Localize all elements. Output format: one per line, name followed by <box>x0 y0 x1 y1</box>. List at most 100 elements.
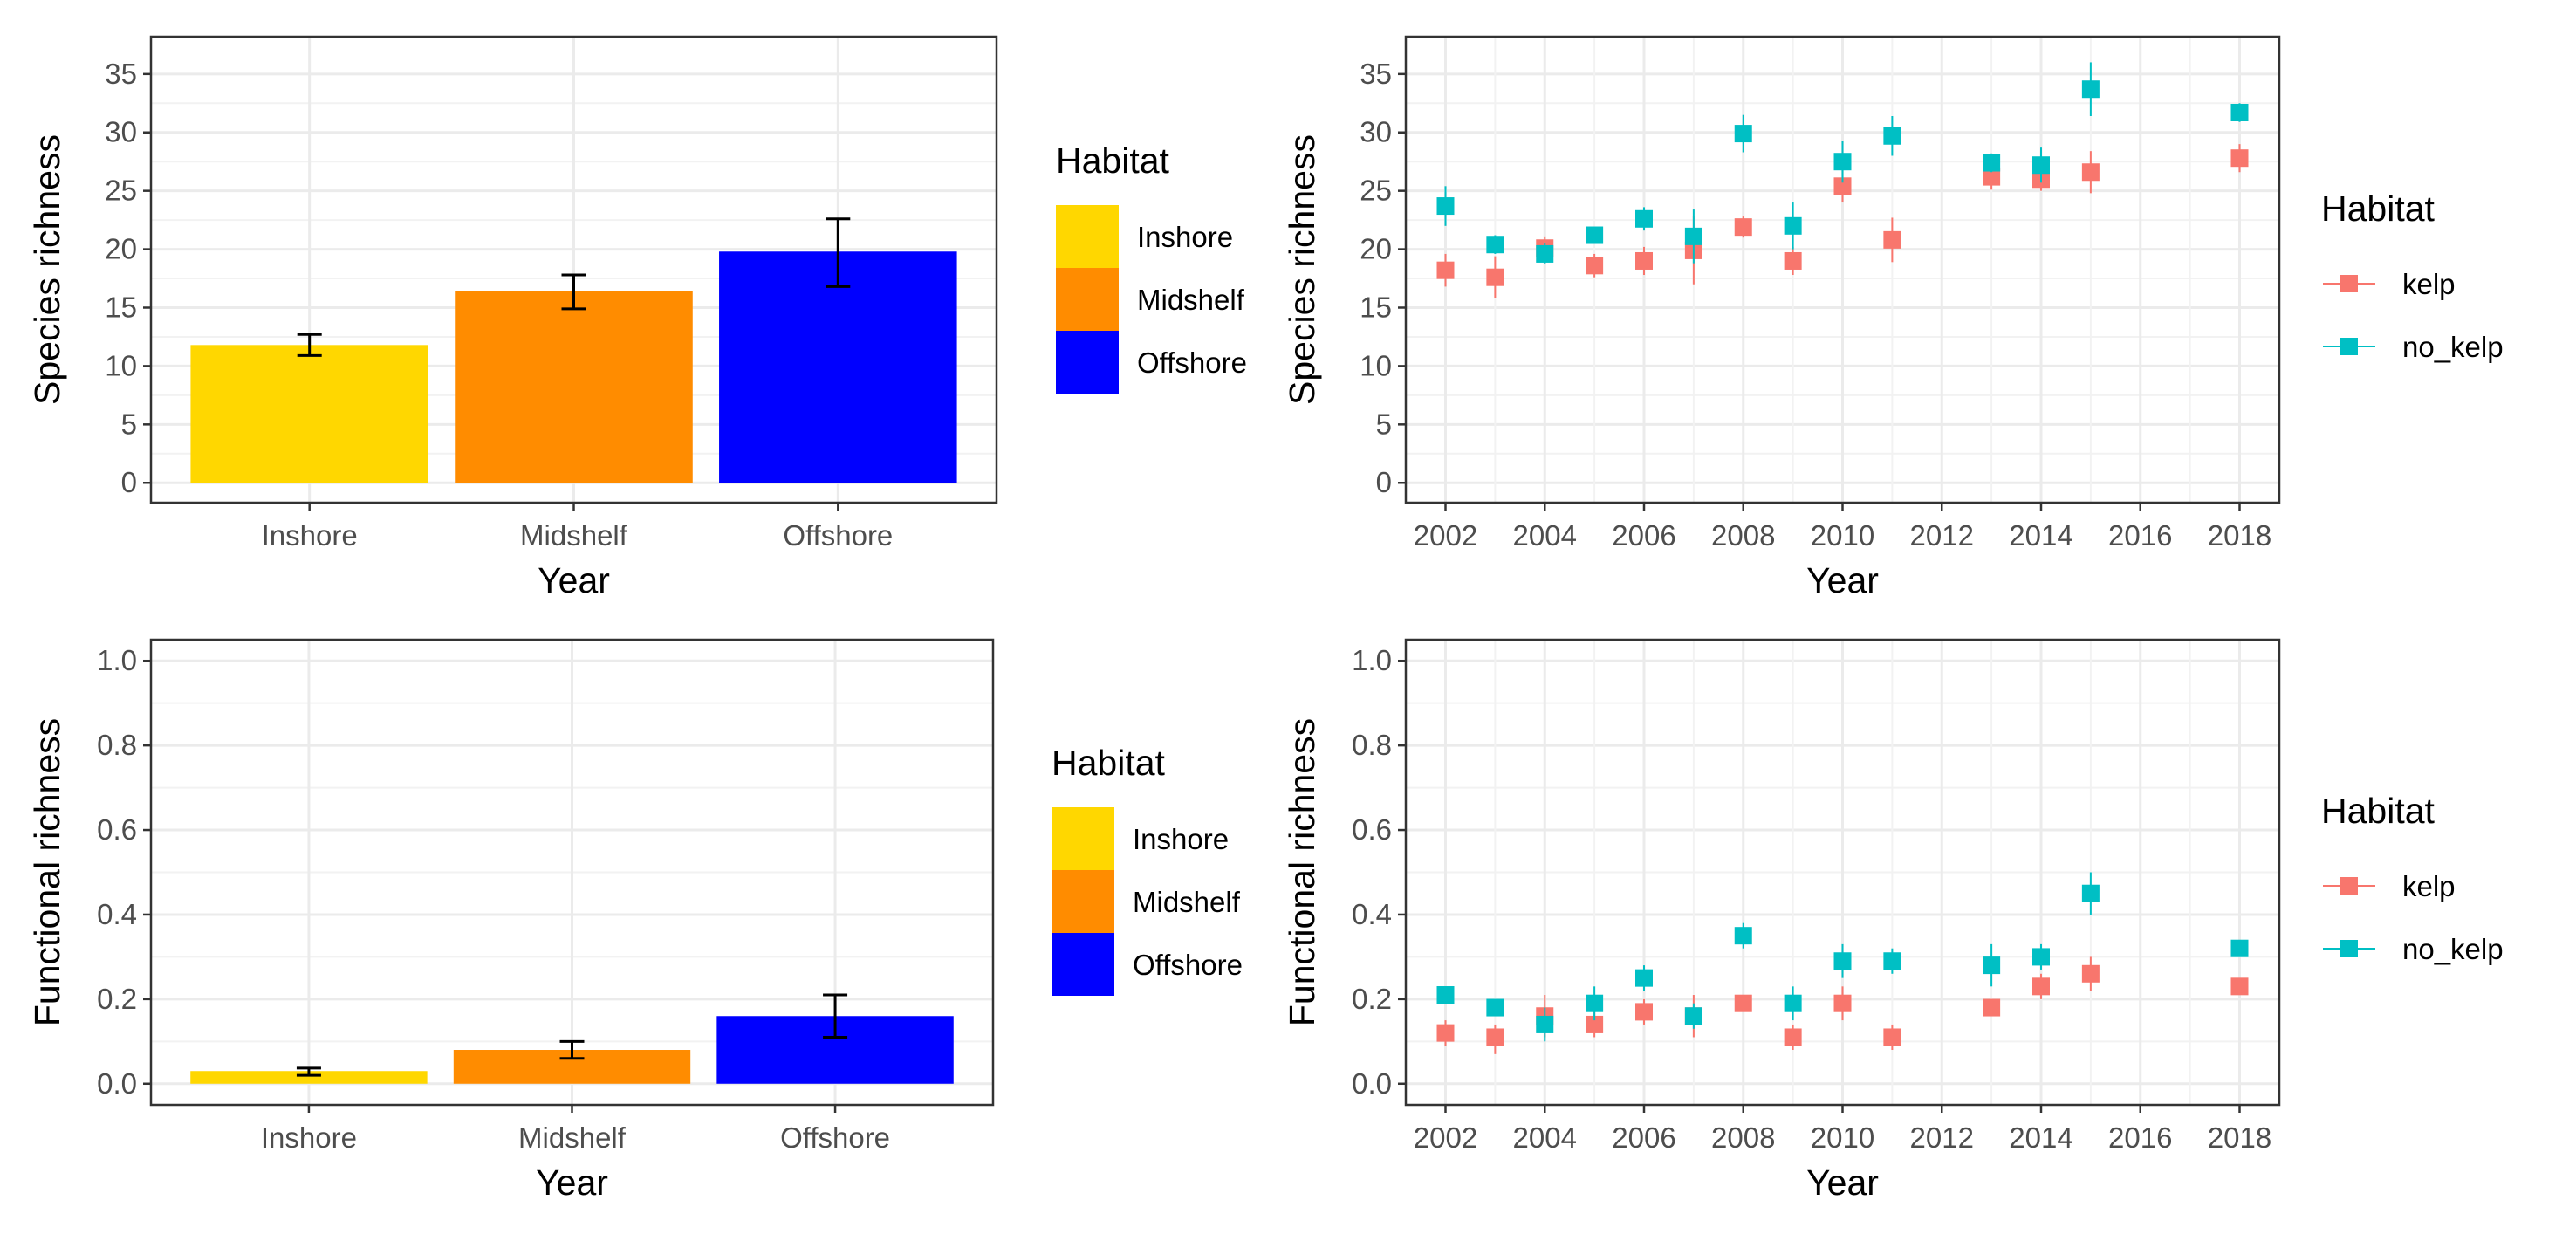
legend-label: no_kelp <box>2402 331 2504 363</box>
y-tick-label: 0.6 <box>97 813 137 846</box>
panel-top-left: 0 5 10 15 20 25 30 35 Inshore Midshelf Offshore Yea… <box>27 35 1247 600</box>
legend-key-kelp <box>2340 877 2358 895</box>
x-tick-label: Midshelf <box>520 519 628 552</box>
point-no_kelp <box>1833 952 1852 970</box>
legend-label: Midshelf <box>1137 284 1245 316</box>
legend-key-midshelf <box>1056 268 1119 331</box>
y-tick-label: 25 <box>1360 175 1392 207</box>
point-no_kelp <box>2032 948 2050 966</box>
legend: Habitat Inshore Midshelf Offshore <box>1056 141 1247 394</box>
x-tick-label: 2018 <box>2208 1121 2271 1154</box>
point-kelp <box>1883 1028 1901 1046</box>
x-tick-label: Offshore <box>783 519 893 552</box>
point-kelp <box>1833 994 1852 1012</box>
panel-top-right: 0 5 10 15 20 25 30 35 2002 2004 2006 2008 2010 2012 20… <box>1282 35 2504 600</box>
point-kelp <box>1586 257 1604 275</box>
point-no_kelp <box>1833 153 1852 171</box>
y-tick-label: 10 <box>105 349 137 381</box>
point-no_kelp <box>1486 236 1504 254</box>
point-no_kelp <box>2230 939 2249 957</box>
legend-label: Inshore <box>1137 221 1233 253</box>
point-no_kelp <box>1536 1015 1554 1033</box>
point-no_kelp <box>1436 986 1455 1004</box>
x-tick-label: 2008 <box>1711 519 1775 552</box>
legend-label: kelp <box>2402 870 2456 902</box>
legend-key-offshore <box>1056 331 1119 394</box>
point-no_kelp <box>1684 227 1702 245</box>
y-tick-label: 35 <box>105 58 137 90</box>
x-tick-label: 2016 <box>2108 519 2172 552</box>
y-tick-label: 0.2 <box>97 983 137 1015</box>
panel-bottom-left: 0.0 0.2 0.4 0.6 0.8 1.0 Inshore Midshelf Offshor… <box>27 638 1243 1203</box>
legend-label: Midshelf <box>1133 886 1241 918</box>
legend-key-midshelf <box>1052 870 1114 933</box>
point-no_kelp <box>2081 884 2100 902</box>
legend-key-kelp <box>2340 275 2358 292</box>
x-tick-label: 2010 <box>1811 1121 1874 1154</box>
x-tick-label: 2004 <box>1513 519 1577 552</box>
x-tick-label: 2016 <box>2108 1121 2172 1154</box>
bar-inshore <box>190 345 428 483</box>
point-kelp <box>1586 1015 1604 1033</box>
y-tick-label: 15 <box>105 291 137 323</box>
y-tick-label: 0 <box>1376 466 1392 498</box>
errorbar-midshelf <box>559 1039 585 1060</box>
point-no_kelp <box>1734 125 1752 143</box>
x-tick-label: Midshelf <box>518 1121 627 1154</box>
point-no_kelp <box>1734 927 1752 945</box>
y-axis-title: Functional richness <box>1282 718 1322 1026</box>
point-kelp <box>2032 977 2050 996</box>
point-kelp <box>1635 251 1653 270</box>
y-tick-label: 0.4 <box>97 898 137 930</box>
point-no_kelp <box>2230 103 2249 121</box>
y-axis-title: Species richness <box>27 134 67 405</box>
panel-bottom-right: 0.0 0.2 0.4 0.6 0.8 1.0 2002 2004 2006 2008 2010 20… <box>1282 638 2504 1203</box>
point-kelp <box>1436 1024 1455 1042</box>
point-kelp <box>2230 977 2249 996</box>
point-no_kelp <box>1983 956 2001 975</box>
y-tick-label: 20 <box>1360 233 1392 265</box>
legend-title: Habitat <box>1052 743 1166 783</box>
x-tick-label: 2008 <box>1711 1121 1775 1154</box>
x-tick-label: Inshore <box>262 519 358 552</box>
legend-label: kelp <box>2402 268 2456 300</box>
point-kelp <box>2230 149 2249 168</box>
x-tick-label: 2014 <box>2009 1121 2072 1154</box>
point-kelp <box>1833 177 1852 195</box>
bar-offshore <box>719 251 957 483</box>
point-no_kelp <box>1586 994 1604 1012</box>
x-axis-title: Year <box>536 1162 608 1203</box>
y-axis-title: Functional richness <box>27 718 67 1026</box>
legend-key-inshore <box>1056 205 1119 268</box>
x-tick-label: 2002 <box>1414 519 1477 552</box>
point-kelp <box>1734 218 1752 237</box>
y-tick-label: 30 <box>105 116 137 148</box>
x-tick-label: 2014 <box>2009 519 2072 552</box>
point-kelp <box>1784 251 1802 270</box>
point-no_kelp <box>1635 969 1653 987</box>
point-kelp <box>1436 261 1455 279</box>
point-no_kelp <box>1784 994 1802 1012</box>
y-tick-label: 0.8 <box>97 729 137 761</box>
point-no_kelp <box>1684 1007 1702 1025</box>
y-tick-label: 20 <box>105 233 137 265</box>
legend-title: Habitat <box>2321 189 2436 229</box>
point-kelp <box>2081 964 2100 983</box>
legend-title: Habitat <box>2321 791 2436 831</box>
point-kelp <box>1983 168 2001 186</box>
legend-label: no_kelp <box>2402 933 2504 965</box>
point-no_kelp <box>2032 156 2050 175</box>
y-tick-label: 5 <box>121 408 137 440</box>
x-tick-label: 2006 <box>1612 519 1675 552</box>
point-no_kelp <box>2081 80 2100 99</box>
errorbar-midshelf <box>561 273 586 311</box>
y-tick-label: 1.0 <box>1352 644 1392 676</box>
point-kelp <box>2081 163 2100 182</box>
x-tick-label: 2006 <box>1612 1121 1675 1154</box>
y-tick-label: 0.2 <box>1352 983 1392 1015</box>
point-no_kelp <box>1883 952 1901 970</box>
x-tick-label: 2002 <box>1414 1121 1477 1154</box>
x-axis-title: Year <box>1806 560 1879 600</box>
